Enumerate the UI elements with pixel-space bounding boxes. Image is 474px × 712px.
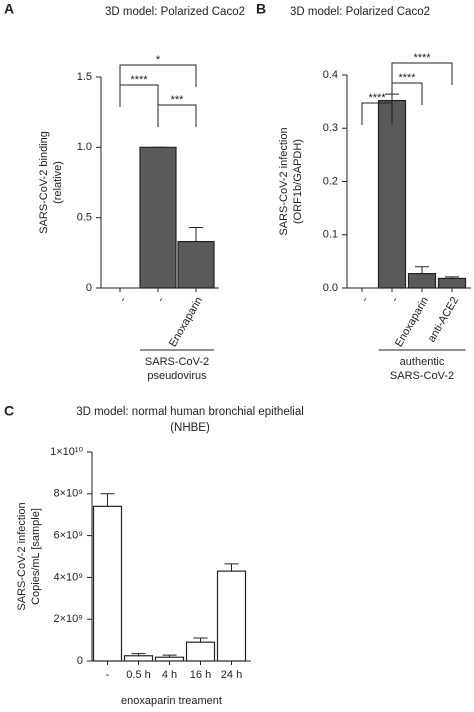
significance-label: *** (171, 94, 185, 106)
bar (377, 99, 407, 289)
chart-title: (NHBE) (170, 422, 210, 434)
x-axis-label: enoxaparin treament (121, 695, 222, 707)
significance-bracket (157, 104, 197, 127)
y-axis-label: (relative) (52, 161, 64, 204)
error-bar (189, 227, 203, 242)
bar (123, 655, 154, 662)
panel-label: B (256, 1, 266, 17)
x-tick-label: 0.5 h (126, 669, 150, 681)
x-tick-label: - (389, 295, 401, 304)
x-tick-label: 4 h (162, 669, 177, 681)
significance-label: **** (413, 52, 431, 64)
y-tick-label: 0.4 (323, 69, 338, 81)
y-tick-label: 1.0 (77, 141, 92, 153)
y-axis-label: SARS-CoV-2 binding (38, 131, 50, 234)
x-tick-label: 24 h (221, 669, 242, 681)
x-tick-label: anti-ACE2 (426, 295, 461, 344)
significance-bracket (391, 82, 423, 105)
significance-bracket (391, 62, 453, 85)
chart-title: 3D model: normal human bronchial epithel… (76, 406, 304, 418)
y-tick-label: 0 (77, 655, 83, 667)
panel-label: C (4, 403, 14, 419)
bar (177, 240, 215, 289)
y-tick-label: 0.1 (323, 229, 338, 241)
x-tick-label: - (117, 295, 129, 304)
x-tick-label: 16 h (190, 669, 211, 681)
significance-label: * (156, 54, 161, 66)
error-bar (224, 563, 239, 572)
bar (407, 273, 437, 289)
panel-label: A (4, 1, 14, 17)
group-label: authentic (400, 356, 445, 368)
chart-title: 3D model: Polarized Caco2 (105, 6, 245, 18)
bar (92, 505, 123, 662)
y-axis-label: (ORF1b/GAPDH) (292, 139, 304, 224)
y-axis-label: SARS-CoV-2 infection (278, 127, 290, 235)
group-label: SARS-CoV-2 (390, 370, 454, 382)
y-tick-label: 0 (86, 282, 92, 294)
error-bar (100, 493, 115, 507)
y-tick-label: 8×10⁹ (54, 488, 84, 500)
y-tick-label: 0.3 (323, 122, 338, 134)
y-tick-label: 1×10¹⁰ (50, 446, 83, 458)
x-tick-label: - (155, 295, 167, 304)
bar (139, 146, 177, 289)
chart-title: 3D model: Polarized Caco2 (290, 6, 430, 18)
group-label: SARS-CoV-2 (145, 356, 209, 368)
y-axis-label: SARS-CoV-2 infection (16, 502, 28, 610)
y-tick-label: 6×10⁹ (54, 530, 84, 542)
x-tick-label: - (106, 669, 110, 681)
y-tick-label: 2×10⁹ (54, 613, 84, 625)
significance-bracket (119, 64, 197, 87)
bar (154, 656, 185, 662)
bar (437, 277, 467, 289)
significance-bracket (119, 84, 159, 107)
bar (216, 570, 247, 662)
y-tick-label: 4×10⁹ (54, 571, 84, 583)
group-label: pseudovirus (147, 370, 207, 382)
significance-label: **** (368, 92, 386, 104)
x-tick-label: - (359, 295, 371, 304)
error-bar (415, 266, 429, 274)
y-tick-label: 1.5 (77, 71, 92, 83)
error-bar (193, 637, 208, 643)
significance-label: **** (398, 72, 416, 84)
significance-bracket (361, 102, 393, 125)
x-tick-label: Enoxaparin (167, 295, 205, 349)
bar (185, 641, 216, 662)
y-axis-label: Copies/mL [sample] (30, 508, 42, 605)
y-tick-label: 0.2 (323, 175, 338, 187)
y-tick-label: 0.0 (323, 282, 338, 294)
significance-label: **** (130, 74, 148, 86)
y-tick-label: 0.5 (77, 212, 92, 224)
